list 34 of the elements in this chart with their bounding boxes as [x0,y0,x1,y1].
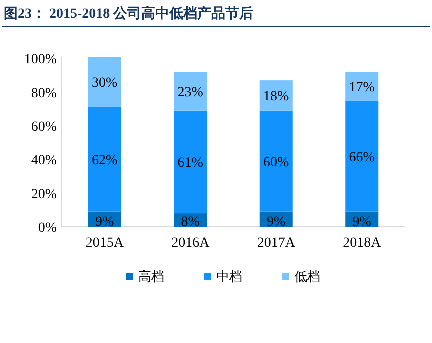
data-label: 17% [349,80,376,96]
y-tick-label: 80% [31,86,58,102]
bar [88,107,122,212]
y-tick-label: 100% [24,52,58,68]
data-label: 61% [178,156,204,172]
x-tick-label: 2017A [257,236,296,251]
bar [174,110,208,214]
legend-label: 低档 [294,270,320,285]
data-label: 62% [92,154,118,169]
data-label: 60% [264,155,290,170]
y-tick-label: 0% [38,221,58,236]
data-label: 30% [92,76,118,92]
data-label: 23% [178,86,204,101]
data-label: 9% [267,215,286,230]
x-tick-label: 2018A [343,236,382,251]
bar [260,110,293,212]
bar [88,57,122,108]
x-tick-label: 2016A [172,236,211,251]
legend-label: 中档 [216,270,242,285]
legend-label: 高档 [138,269,164,285]
y-tick-label: 40% [31,154,58,169]
data-label: 9% [96,215,115,230]
bar [346,72,379,101]
data-label: 66% [349,150,376,166]
data-label: 18% [264,90,290,105]
data-label: 9% [352,215,372,230]
bar [174,72,208,111]
bar [346,100,379,212]
bar [260,80,293,111]
data-label: 8% [181,215,200,230]
chart-title: 图23： 2015-2018 公司高中低档产品节后 [4,5,254,22]
y-tick-label: 60% [31,120,58,136]
y-tick-label: 20% [31,187,58,202]
x-tick-label: 2015A [86,236,125,251]
